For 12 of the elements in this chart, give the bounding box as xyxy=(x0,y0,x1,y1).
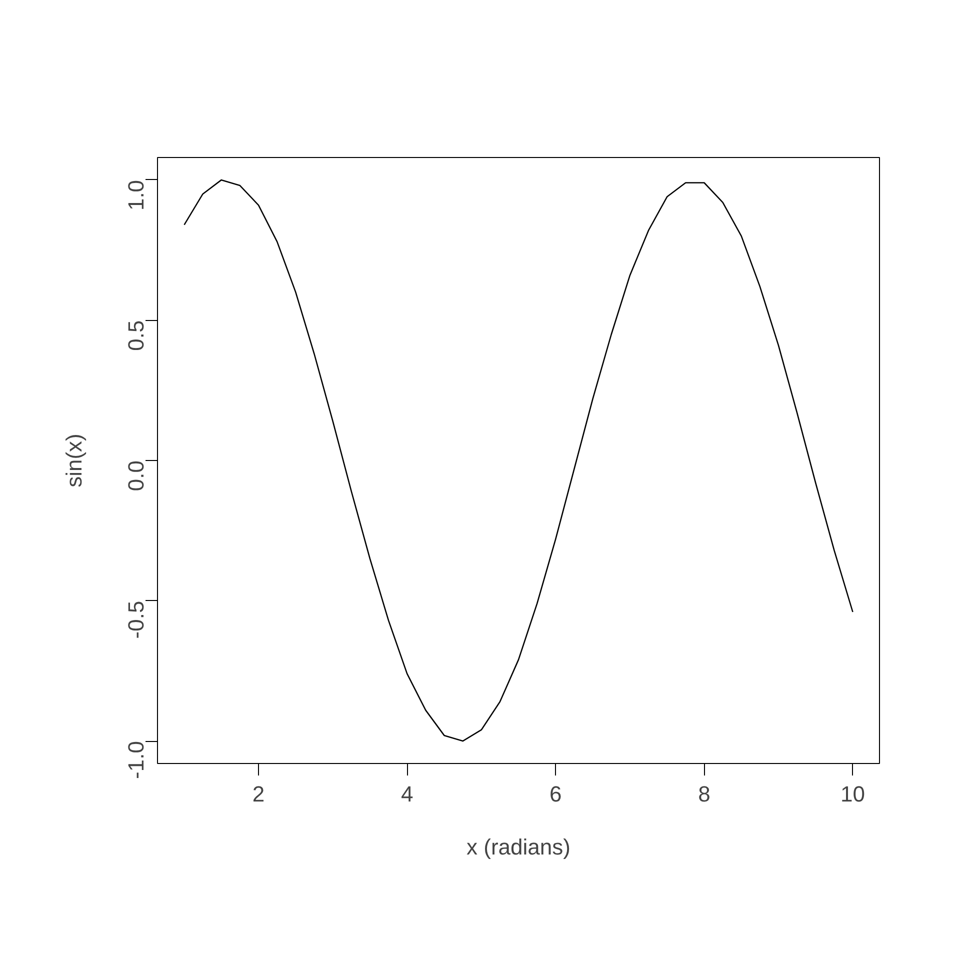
y-tick-label: 0.5 xyxy=(124,320,148,351)
x-tick-label: 10 xyxy=(840,782,866,806)
y-axis-title: sin(x) xyxy=(62,434,86,488)
x-axis-title: x (radians) xyxy=(466,834,570,860)
x-tick-label: 2 xyxy=(252,782,265,806)
y-tick-label: -0.5 xyxy=(124,600,148,639)
x-tick-label: 6 xyxy=(550,782,562,806)
y-tick-label: 0.0 xyxy=(124,460,148,492)
x-tick-label: 4 xyxy=(400,782,414,806)
y-tick-label: -1.0 xyxy=(124,741,148,779)
y-tick-label: 1.0 xyxy=(124,180,148,211)
x-tick-label: 8 xyxy=(698,782,710,806)
